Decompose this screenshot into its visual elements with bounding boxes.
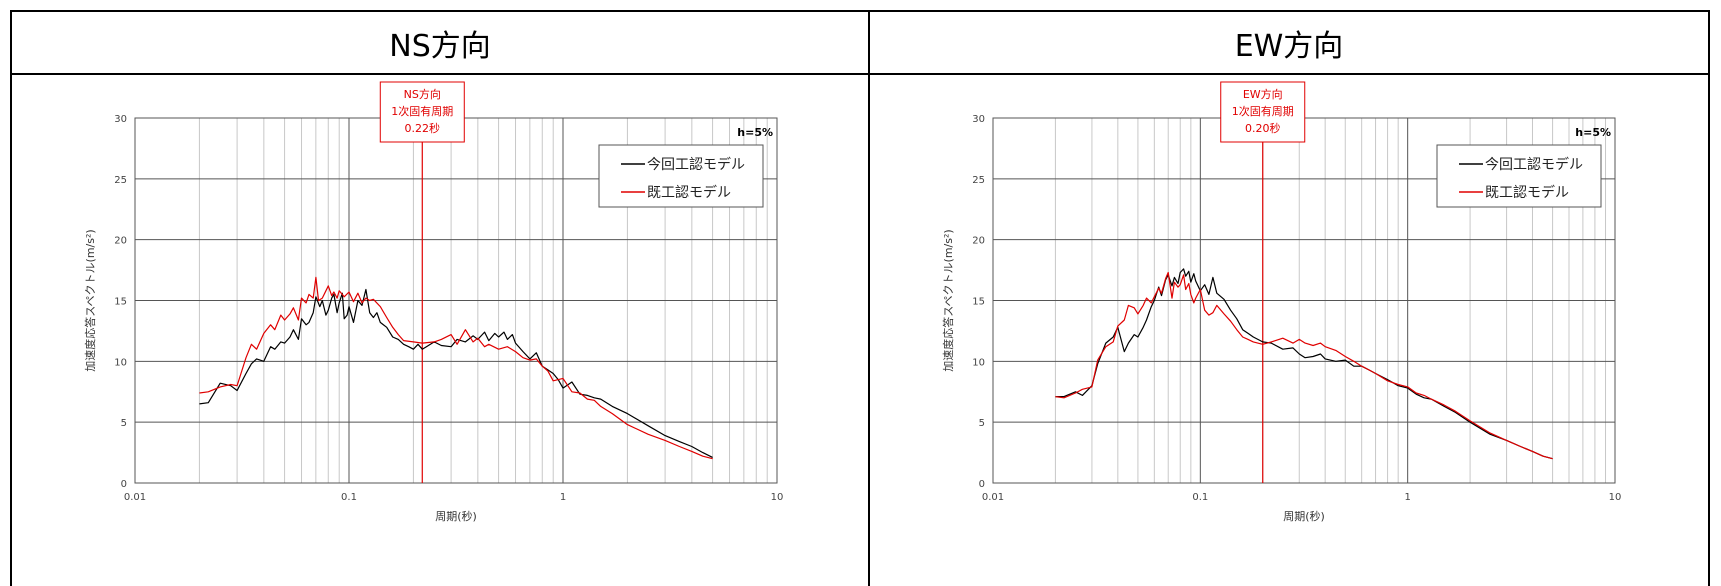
- series-line-0: [199, 288, 713, 458]
- series-line-1: [1055, 271, 1553, 460]
- header-divider: [10, 73, 1710, 75]
- y-tick-label: 20: [972, 236, 985, 247]
- x-axis-label: 周期(秒): [1283, 509, 1325, 523]
- y-tick-label: 15: [972, 297, 985, 308]
- natural-period-label: 0.20秒: [1245, 121, 1281, 135]
- legend-label: 既工認モデル: [1485, 184, 1569, 201]
- x-tick-label: 0.01: [124, 492, 146, 503]
- y-tick-label: 10: [972, 357, 985, 368]
- y-tick-label: 5: [121, 418, 127, 429]
- legend-box: [598, 144, 764, 208]
- natural-period-box: [379, 81, 465, 143]
- natural-period-label: NS方向: [404, 87, 441, 101]
- y-axis-label: 加速度応答スペクトル(m/s²): [83, 229, 97, 371]
- natural-period-label: 1次固有周期: [391, 104, 453, 118]
- x-tick-label: 0.1: [1192, 492, 1208, 503]
- y-tick-label: 0: [121, 479, 127, 490]
- y-axis-label: 加速度応答スペクトル(m/s²): [941, 229, 955, 371]
- natural-period-label: 0.22秒: [405, 121, 441, 135]
- x-tick-label: 0.01: [982, 492, 1004, 503]
- figure-frame: [10, 10, 1710, 586]
- x-axis-label: 周期(秒): [435, 509, 477, 523]
- natural-period-box: [1220, 81, 1306, 143]
- y-tick-label: 15: [114, 297, 127, 308]
- legend-label: 今回工認モデル: [1485, 156, 1583, 173]
- chart-ns: 0.01 0.1 1 10 0 5 10 15 20 25 30 NS方向 1次固有周期 0.22秒 h=5…: [83, 81, 784, 523]
- panel-title-ew: EW方向: [1234, 28, 1344, 64]
- y-tick-label: 0: [979, 479, 985, 490]
- x-tick-label: 0.1: [341, 492, 357, 503]
- y-tick-label: 20: [114, 236, 127, 247]
- y-tick-label: 25: [972, 175, 985, 186]
- y-tick-label: 25: [114, 175, 127, 186]
- panel-divider: [868, 10, 870, 586]
- damping-label: h=5%: [737, 126, 773, 139]
- legend-label: 今回工認モデル: [647, 156, 745, 173]
- y-tick-label: 30: [114, 114, 127, 125]
- y-tick-label: 30: [972, 114, 985, 125]
- series-line-1: [199, 276, 713, 460]
- x-tick-label: 10: [771, 492, 784, 503]
- legend-box: [1436, 144, 1602, 208]
- panel-title-ns: NS方向: [389, 28, 491, 64]
- natural-period-label: 1次固有周期: [1232, 104, 1294, 118]
- damping-label: h=5%: [1575, 126, 1611, 139]
- x-tick-label: 1: [560, 492, 566, 503]
- y-tick-label: 5: [979, 418, 985, 429]
- chart-ew: 0.01 0.1 1 10 0 5 10 15 20 25 30 EW方向 1次固有周期 0.20秒 h=5…: [941, 81, 1622, 523]
- series-line-0: [1055, 268, 1553, 460]
- x-tick-label: 10: [1609, 492, 1622, 503]
- y-tick-label: 10: [114, 357, 127, 368]
- legend-label: 既工認モデル: [647, 184, 731, 201]
- x-tick-label: 1: [1404, 492, 1410, 503]
- natural-period-label: EW方向: [1243, 87, 1283, 101]
